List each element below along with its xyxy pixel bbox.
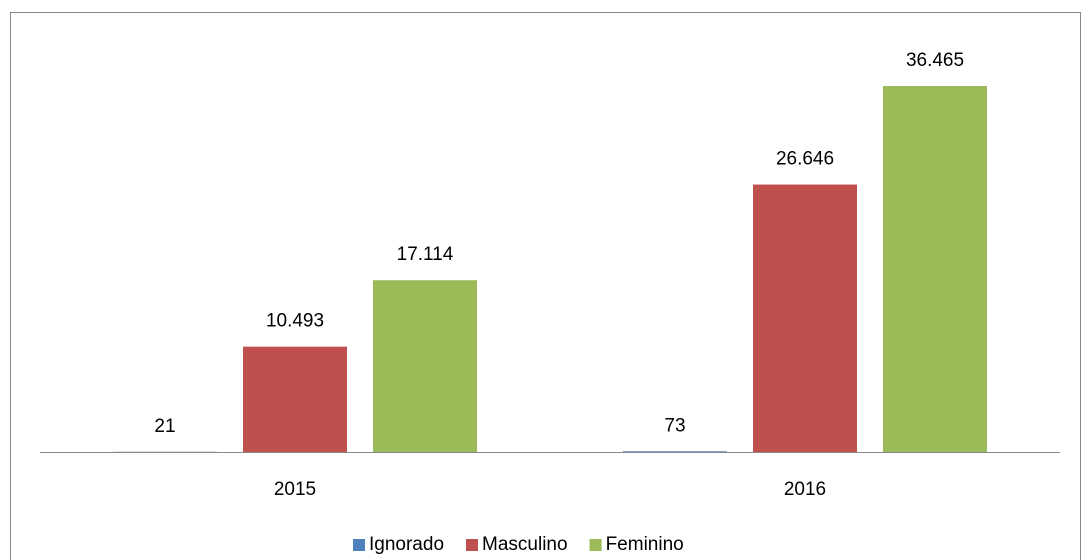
x-tick-label: 2016: [784, 479, 826, 500]
data-label: 73: [664, 415, 685, 436]
data-label: 36.465: [906, 50, 964, 71]
bar: [883, 86, 987, 452]
data-label: 21: [154, 416, 175, 437]
bar: [243, 346, 347, 452]
legend-label: Feminino: [606, 534, 684, 555]
legend-swatch: [589, 539, 602, 551]
legend-swatch: [466, 539, 479, 551]
data-label: 26.646: [776, 149, 834, 170]
legend-label: Masculino: [482, 534, 568, 555]
bar: [753, 184, 857, 452]
data-label: 10.493: [266, 311, 324, 332]
data-label: 17.114: [397, 244, 454, 265]
legend-swatch: [353, 539, 365, 551]
bar: [623, 451, 727, 452]
legend-label: Ignorado: [369, 534, 444, 555]
x-tick-label: 2015: [274, 479, 316, 500]
bar: [373, 280, 477, 452]
